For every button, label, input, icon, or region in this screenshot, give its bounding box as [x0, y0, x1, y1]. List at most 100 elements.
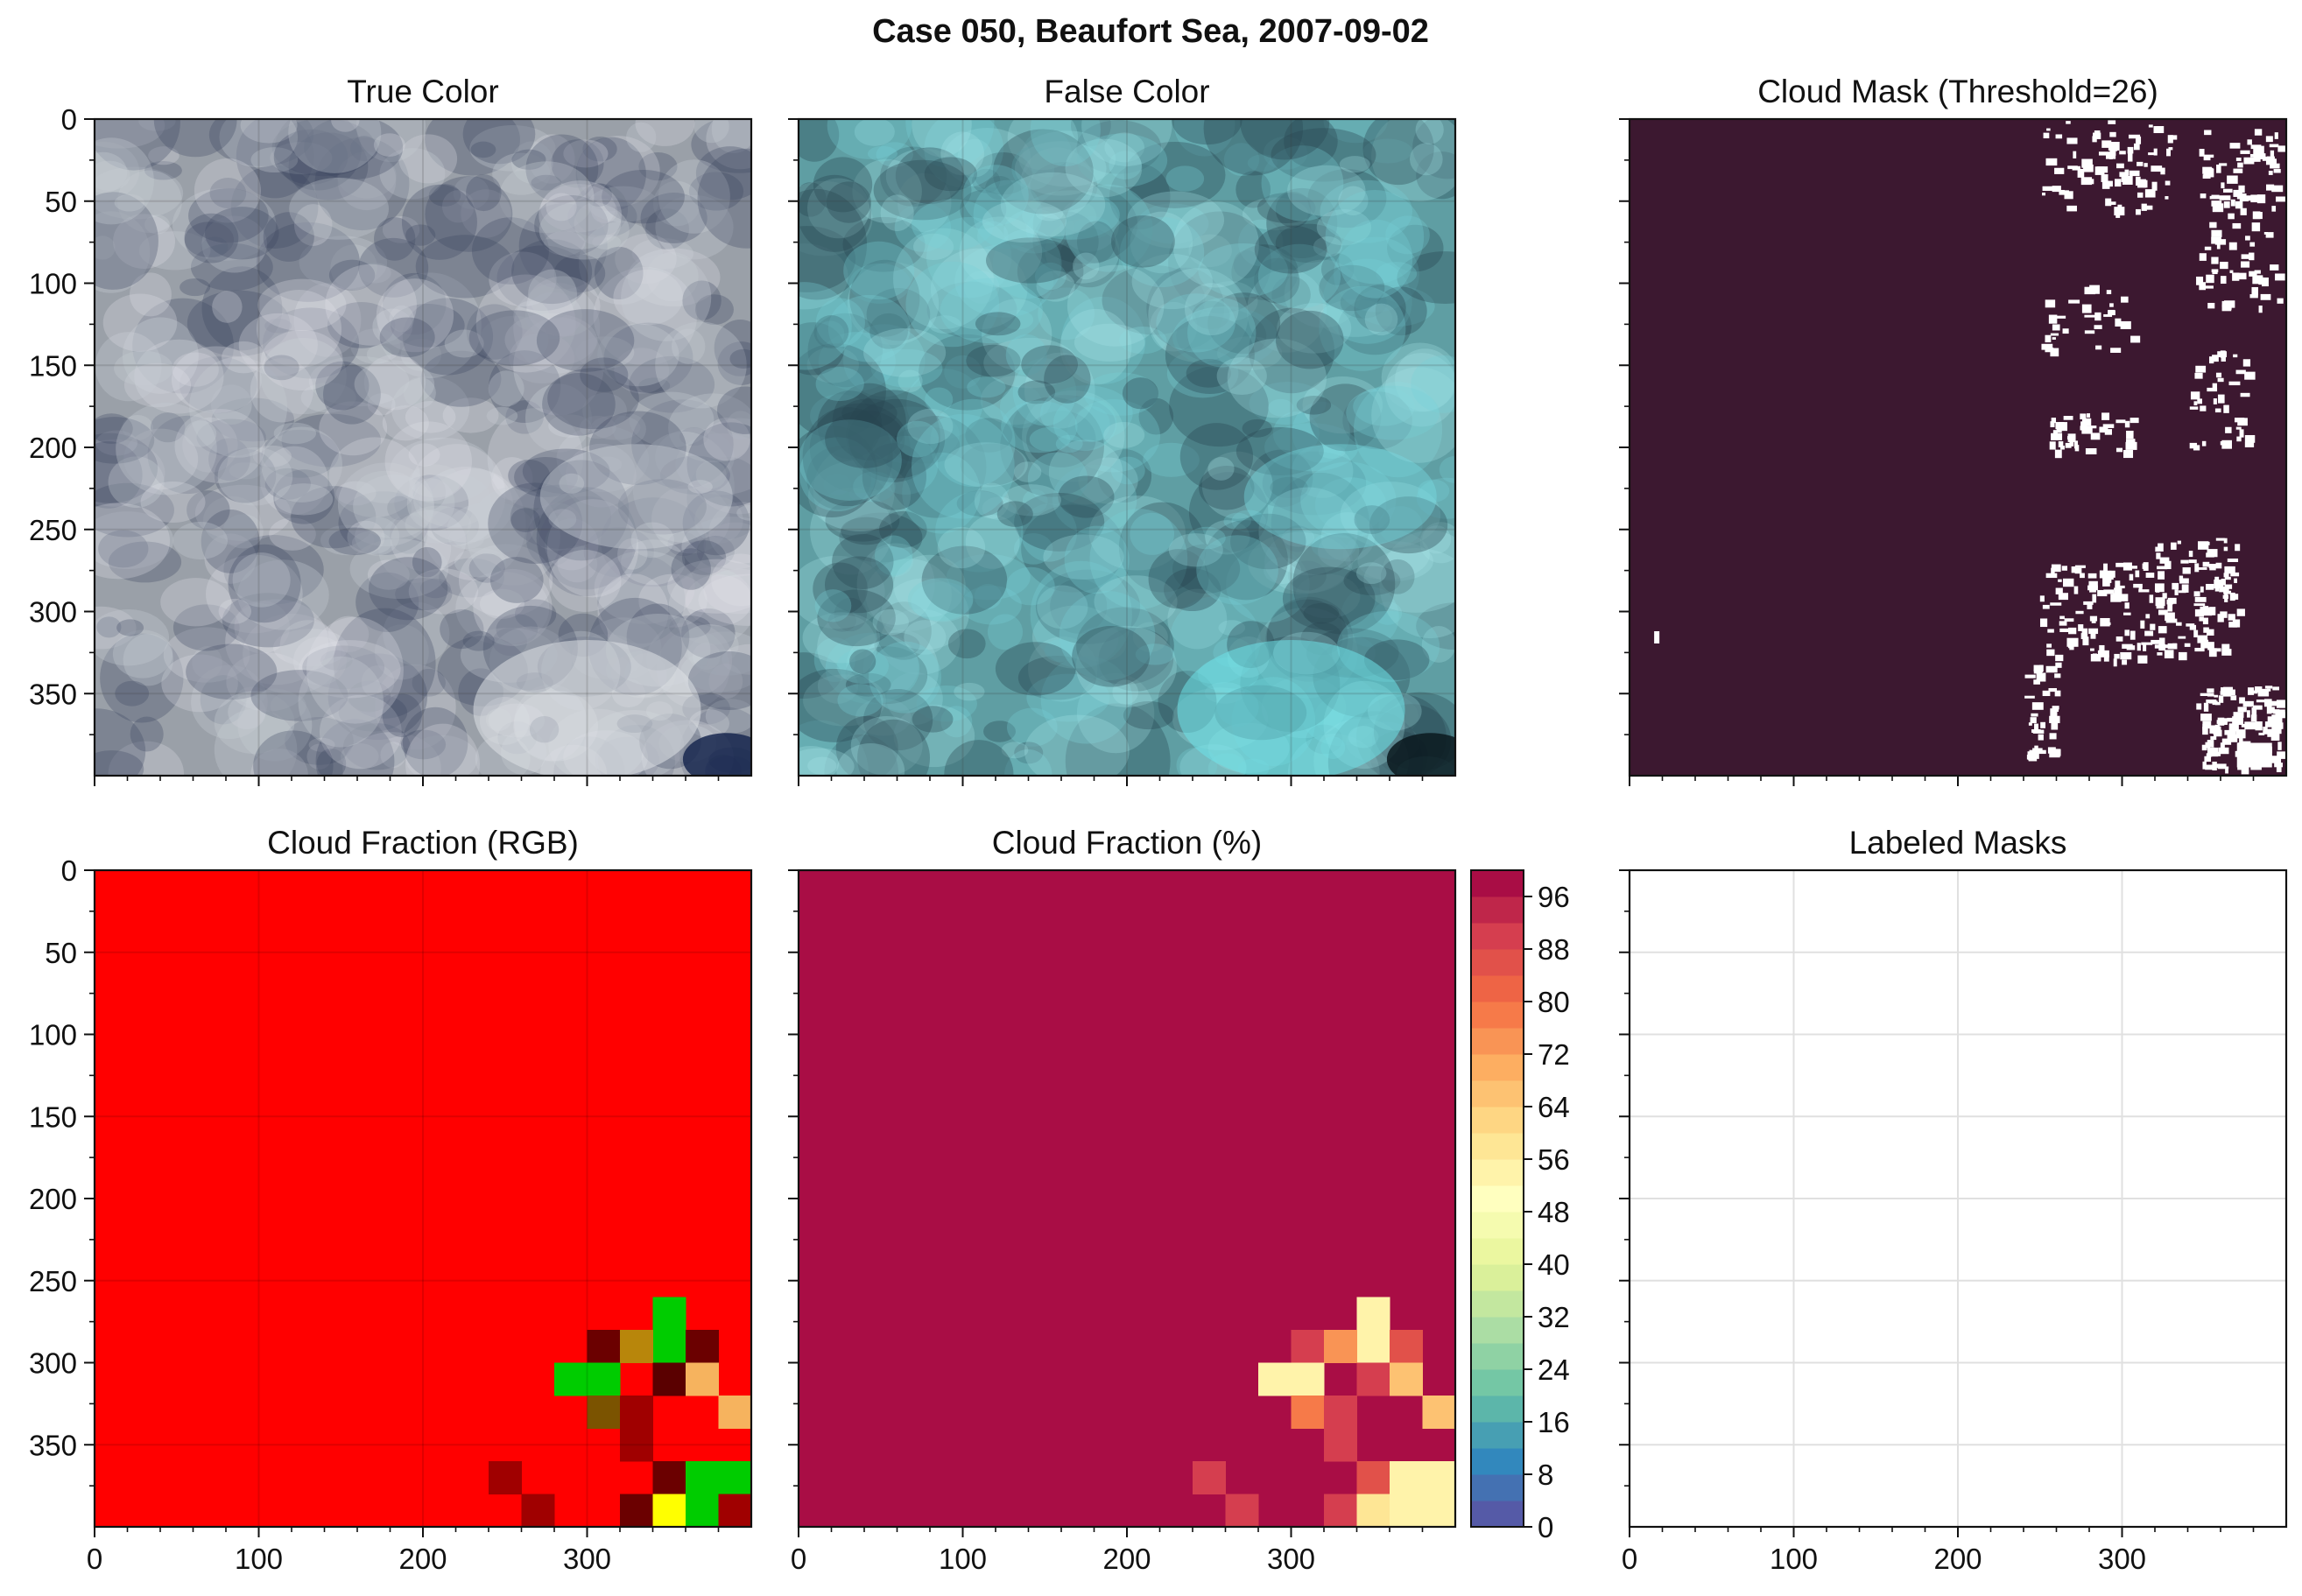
texture-patch: [95, 160, 130, 191]
mask-cloud-pixel: [2127, 146, 2134, 154]
texture-patch: [553, 254, 606, 293]
heatmap-cell: [587, 936, 621, 969]
texture-patch: [525, 134, 599, 203]
texture-patch: [320, 650, 353, 671]
texture-patch: [1287, 165, 1366, 217]
texture-patch: [172, 352, 219, 387]
mask-cloud-pixel: [2090, 432, 2101, 440]
heatmap-cell: [521, 1297, 555, 1331]
mask-cloud-pixel: [2103, 655, 2109, 662]
texture-patch: [1422, 525, 1452, 554]
heatmap-cell: [95, 1461, 128, 1494]
heatmap-cell: [1225, 1100, 1259, 1134]
mask-cloud-pixel: [2194, 563, 2200, 573]
mask-cloud-pixel: [2215, 562, 2222, 569]
colorbar-segment: [1471, 1238, 1524, 1265]
heatmap-cell: [324, 1297, 358, 1331]
heatmap-cell: [1356, 1494, 1390, 1528]
texture-patch: [1014, 492, 1105, 552]
texture-patch: [412, 669, 446, 697]
texture-patch: [799, 343, 886, 439]
mask-cloud-pixel: [2221, 182, 2225, 189]
mask-cloud-pixel: [2249, 271, 2257, 277]
texture-patch: [374, 217, 416, 261]
heatmap-cell: [324, 968, 358, 1002]
heatmap-cell: [324, 1133, 358, 1166]
texture-patch: [1061, 296, 1146, 384]
mask-cloud-pixel: [2137, 643, 2141, 651]
texture-patch: [912, 119, 972, 158]
texture-patch: [961, 585, 1022, 625]
texture-patch: [1204, 520, 1288, 601]
heatmap-cell: [1422, 1362, 1456, 1396]
texture-patch: [1268, 398, 1294, 417]
heatmap-cell: [996, 1330, 1029, 1363]
mask-cloud-pixel: [2089, 584, 2096, 593]
mask-cloud-pixel: [2160, 170, 2165, 175]
mask-cloud-pixel: [2193, 401, 2198, 405]
y-tick-label: 200: [29, 432, 77, 464]
heatmap-cell: [292, 968, 325, 1002]
heatmap-cell: [930, 1133, 963, 1166]
texture-patch: [252, 445, 292, 468]
texture-patch: [825, 410, 905, 468]
texture-patch: [455, 571, 550, 645]
texture-patch: [1188, 234, 1232, 268]
heatmap-cell: [423, 1165, 456, 1199]
heatmap-cell: [423, 1002, 456, 1035]
texture-patch: [188, 188, 269, 243]
heatmap-cell: [226, 870, 259, 903]
mask-cloud-pixel: [2275, 273, 2285, 281]
texture-patch: [1338, 186, 1369, 216]
mask-cloud-pixel: [2256, 194, 2266, 204]
colorbar-tick-label: 72: [1538, 1038, 1570, 1071]
heatmap-cell: [1291, 903, 1325, 937]
texture-patch: [1342, 391, 1412, 450]
heatmap-cell: [799, 1034, 832, 1068]
heatmap-cell: [324, 1494, 358, 1528]
heatmap-cell: [1028, 1100, 1062, 1134]
heatmap-cell: [423, 1428, 456, 1462]
texture-patch: [462, 630, 495, 651]
mask-cloud-pixel: [2270, 163, 2280, 169]
mask-cloud-pixel: [2212, 203, 2224, 213]
texture-patch: [579, 415, 616, 439]
texture-patch: [846, 390, 940, 482]
mask-cloud-pixel: [2223, 201, 2230, 208]
heatmap-cell: [962, 1362, 996, 1396]
texture-patch: [816, 320, 845, 347]
texture-patch: [1039, 385, 1133, 442]
texture-patch: [328, 259, 376, 291]
texture-patch: [935, 490, 1024, 573]
mask-cloud-pixel: [2064, 618, 2074, 622]
texture-patch: [1343, 529, 1430, 580]
heatmap-cell: [390, 1362, 424, 1396]
texture-patch: [671, 548, 711, 590]
heatmap-cell: [1159, 968, 1193, 1002]
mask-cloud-pixel: [2090, 629, 2096, 639]
heatmap-cell: [193, 1067, 227, 1100]
mask-cloud-pixel: [2254, 270, 2261, 274]
texture-patch: [1318, 445, 1346, 459]
texture-patch: [687, 418, 751, 515]
heatmap-cell: [1258, 1165, 1292, 1199]
mask-cloud-pixel: [2225, 767, 2228, 774]
texture-patch: [593, 266, 697, 366]
heatmap-cell: [1061, 870, 1095, 903]
heatmap-cell: [930, 1034, 963, 1068]
dark-water: [1386, 733, 1455, 776]
texture-patch: [95, 609, 170, 666]
texture-patch: [1355, 562, 1387, 585]
heatmap-cell: [1159, 1428, 1193, 1462]
texture-patch: [123, 362, 192, 408]
texture-patch: [479, 315, 549, 365]
mask-cloud-pixel: [2203, 167, 2214, 175]
heatmap-cell: [864, 1100, 898, 1134]
mask-cloud-pixel: [2200, 714, 2212, 721]
mask-cloud-pixel: [2040, 721, 2045, 728]
texture-patch: [1036, 271, 1075, 302]
texture-patch: [1188, 472, 1269, 552]
mask-cloud-pixel: [2157, 652, 2163, 656]
heatmap-cell: [587, 1297, 621, 1331]
texture-patch: [1218, 620, 1246, 636]
